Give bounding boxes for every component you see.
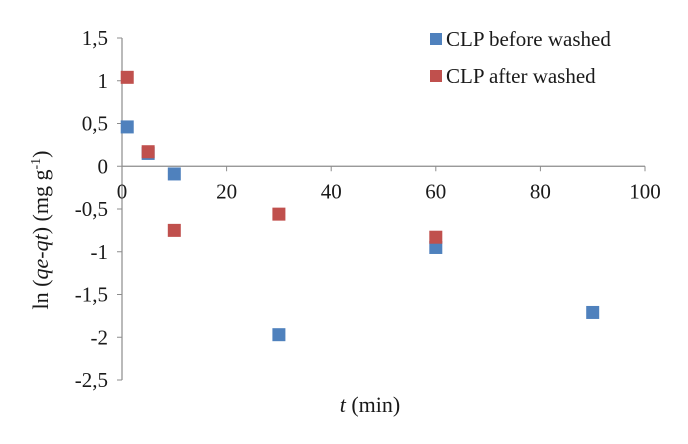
- legend-label-after-washed: CLP after washed: [446, 64, 596, 88]
- y-tick-label: 1,5: [82, 26, 108, 50]
- data-point: [167, 223, 181, 237]
- x-tick-label: 100: [629, 179, 661, 203]
- x-tick-label: 0: [117, 179, 128, 203]
- data-point: [272, 328, 286, 342]
- x-tick-label: 60: [425, 179, 446, 203]
- x-tick-label: 40: [321, 179, 342, 203]
- y-axis-title: ln (qe-qt) (mg g-1): [28, 151, 53, 310]
- y-tick-label: 0: [98, 154, 109, 178]
- legend: CLP before washed CLP after washed: [430, 27, 611, 88]
- data-point: [429, 230, 443, 244]
- legend-marker-before-washed: [430, 33, 442, 45]
- x-axis-title: t (min): [340, 392, 401, 417]
- series-after-washed: [120, 70, 443, 244]
- data-point: [120, 70, 134, 84]
- data-point: [141, 145, 155, 159]
- x-tick-label: 80: [530, 179, 551, 203]
- data-point: [272, 207, 286, 221]
- data-point: [429, 240, 443, 254]
- y-tick-label: -1,5: [75, 283, 108, 307]
- legend-marker-after-washed: [430, 70, 442, 82]
- legend-label-before-washed: CLP before washed: [446, 27, 611, 51]
- y-tick-label: 1: [98, 69, 109, 93]
- data-points: [120, 70, 600, 342]
- data-point: [120, 120, 134, 134]
- x-tick-label: 20: [216, 179, 237, 203]
- y-tick-label: -0,5: [75, 197, 108, 221]
- data-point: [167, 167, 181, 181]
- y-tick-label: -2: [91, 325, 109, 349]
- y-tick-label: 0,5: [82, 112, 108, 136]
- tick-labels: 1,5 1 0,5 0 -0,5 -1 -1,5 -2 -2,5 0 20 40 60 80 100: [75, 26, 661, 392]
- data-point: [586, 305, 600, 319]
- axes: [117, 37, 646, 381]
- series-before-washed: [120, 120, 600, 342]
- y-tick-label: -1: [91, 240, 109, 264]
- y-tick-label: -2,5: [75, 368, 108, 392]
